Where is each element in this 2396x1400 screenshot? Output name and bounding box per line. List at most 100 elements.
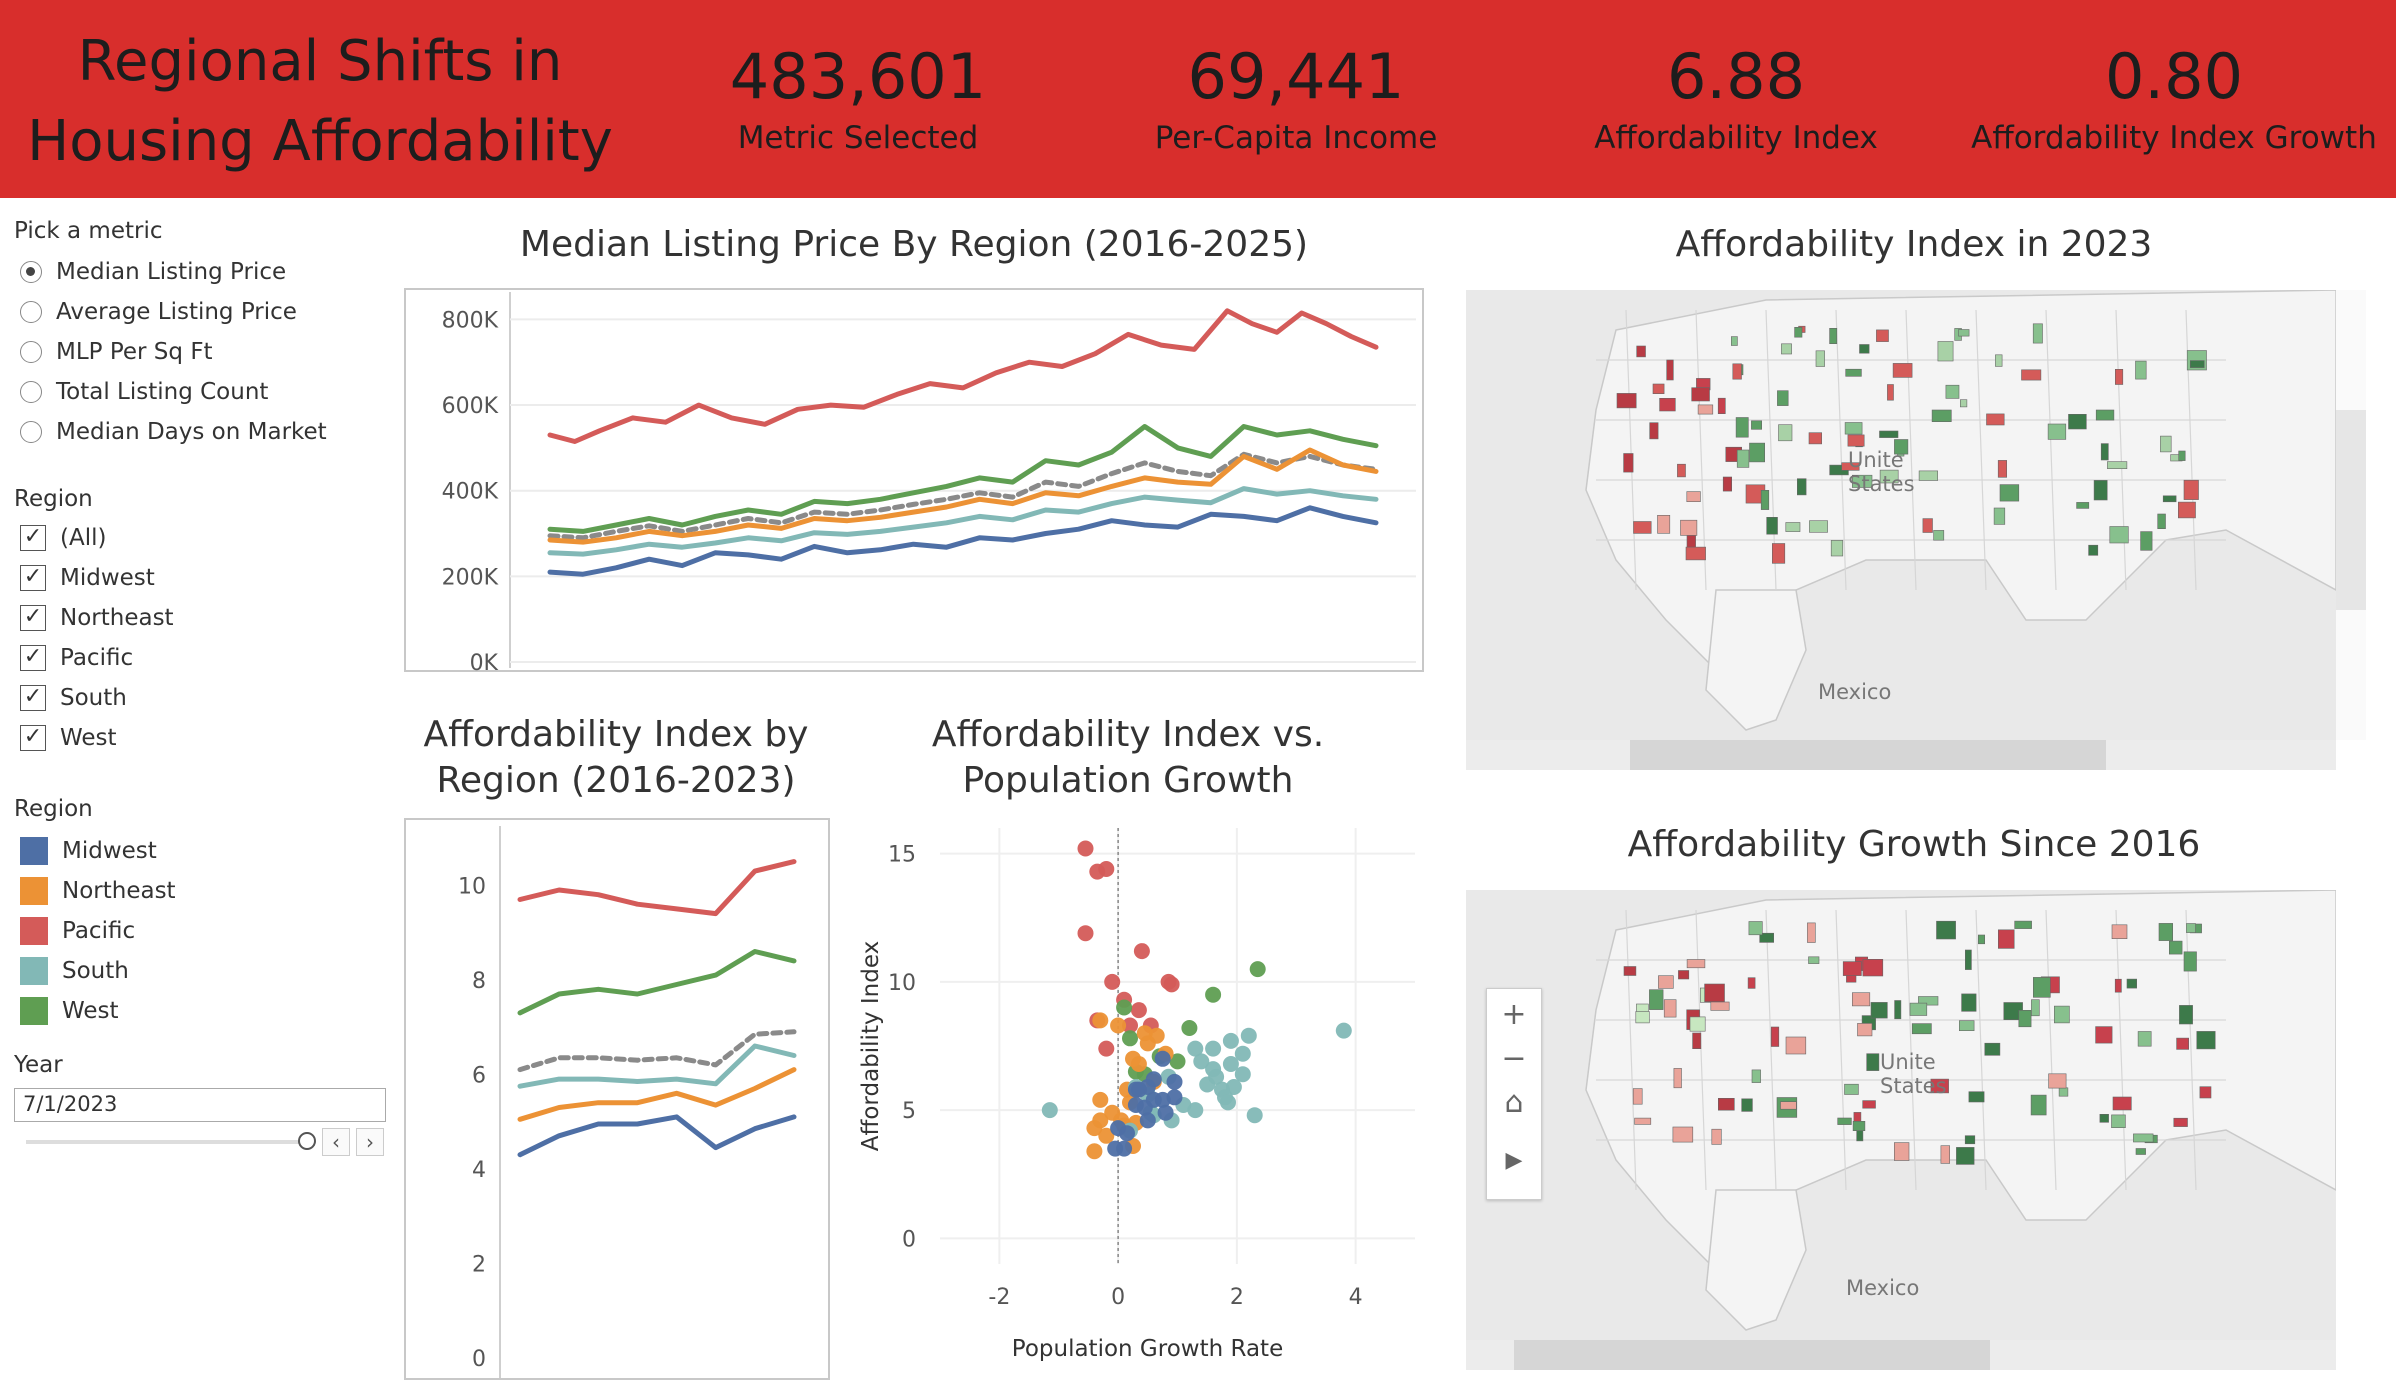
metro-area-shape — [1778, 424, 1793, 442]
legend-item-northeast[interactable]: Northeast — [20, 873, 176, 909]
metro-area-shape — [1780, 1101, 1797, 1110]
legend-heading: Region — [14, 796, 93, 822]
metric-option-median-listing-price[interactable]: Median Listing Price — [20, 254, 286, 290]
region-filter-label: South — [60, 685, 127, 711]
metro-area-shape — [2099, 1114, 2109, 1123]
scatter-point-midwest — [1154, 1050, 1171, 1067]
scatter-point-west — [1249, 961, 1266, 978]
region-filter-midwest[interactable]: ✓ Midwest — [20, 560, 155, 596]
dashboard-title: Regional Shifts in Housing Affordability — [27, 29, 613, 174]
chart-title-affordability-by-region: Affordability Index by Region (2016-2023… — [423, 714, 809, 801]
checkbox-checked-icon[interactable]: ✓ — [20, 645, 46, 671]
radio-icon[interactable] — [20, 381, 42, 403]
checkbox-checked-icon[interactable]: ✓ — [20, 605, 46, 631]
series-line-west — [547, 424, 1379, 534]
y-tick-label: 0 — [902, 1227, 916, 1252]
play-icon[interactable]: ▶ — [1505, 1148, 1523, 1173]
metro-area-shape — [1956, 1147, 1975, 1165]
legend-swatch — [20, 957, 48, 985]
checkbox-checked-icon[interactable]: ✓ — [20, 725, 46, 751]
zoom-out-button[interactable]: − — [1501, 1041, 1527, 1076]
metro-area-shape — [1748, 921, 1763, 936]
year-slider-handle[interactable] — [298, 1132, 316, 1150]
radio-icon[interactable] — [20, 301, 42, 323]
legend-item-pacific[interactable]: Pacific — [20, 913, 135, 949]
region-filter-heading: Region — [14, 486, 93, 512]
x-axis-label: Population Growth Rate — [1012, 1336, 1283, 1362]
metro-area-shape — [2111, 1114, 2126, 1128]
metric-option-mlp-per-sq-ft[interactable]: MLP Per Sq Ft — [20, 334, 213, 370]
series-line-pacific — [517, 859, 797, 917]
y-tick-label: 800K — [442, 308, 499, 333]
affordability-growth-map[interactable]: Unite States Mexico — [1466, 890, 2336, 1340]
region-filter-south[interactable]: ✓ South — [20, 680, 127, 716]
metric-option-average-listing-price[interactable]: Average Listing Price — [20, 294, 297, 330]
region-filter-west[interactable]: ✓ West — [20, 720, 117, 756]
metro-area-shape — [1851, 474, 1873, 488]
metro-area-shape — [1993, 507, 2006, 525]
checkbox-checked-icon[interactable]: ✓ — [20, 565, 46, 591]
checkbox-checked-icon[interactable]: ✓ — [20, 685, 46, 711]
state-border — [2045, 309, 2057, 591]
home-icon[interactable]: ⌂ — [1504, 1085, 1524, 1120]
year-input[interactable]: 7/1/2023 — [14, 1088, 386, 1122]
zoom-in-button[interactable]: + — [1501, 997, 1527, 1032]
metro-area-shape — [1940, 1145, 1950, 1164]
metro-area-shape — [2199, 1086, 2212, 1099]
scatter-point-west — [1116, 999, 1133, 1016]
y-tick-label: 10 — [458, 874, 486, 899]
metro-area-shape — [1636, 345, 1646, 358]
metric-option-total-listing-count[interactable]: Total Listing Count — [20, 374, 268, 410]
metro-area-shape — [2168, 940, 2183, 955]
radio-icon[interactable] — [20, 341, 42, 363]
scatter-point-pacific — [1133, 943, 1150, 960]
scrollbar-thumb[interactable] — [2336, 410, 2366, 610]
x-tick-label: 0 — [1111, 1285, 1125, 1310]
year-slider-track[interactable] — [26, 1140, 306, 1144]
checkbox-checked-icon[interactable]: ✓ — [20, 525, 46, 551]
metro-area-shape — [1634, 1117, 1652, 1125]
metro-area-shape — [1830, 540, 1844, 557]
region-filter-pacific[interactable]: ✓ Pacific — [20, 640, 133, 676]
metro-area-shape — [1633, 521, 1652, 534]
map1-vertical-scrollbar[interactable] — [2336, 290, 2366, 740]
year-prev-button[interactable]: ‹ — [322, 1128, 350, 1156]
radio-icon[interactable] — [20, 421, 42, 443]
metro-area-shape — [1844, 1083, 1859, 1095]
metro-area-shape — [1845, 368, 1862, 377]
metric-option-median-days-on-market[interactable]: Median Days on Market — [20, 414, 327, 450]
metro-area-shape — [2053, 1005, 2070, 1024]
legend-item-south[interactable]: South — [20, 953, 129, 989]
metro-area-shape — [1697, 404, 1714, 415]
metro-area-shape — [1999, 484, 2020, 502]
affordability-vs-population-scatter: -2 0 2 4 0 5 10 15 Population Growth Rate Afforda… — [858, 828, 1415, 1362]
metro-area-shape — [1666, 359, 1674, 381]
legend-item-midwest[interactable]: Midwest — [20, 833, 157, 869]
scrollbar-thumb[interactable] — [1630, 740, 2106, 770]
region-filter-northeast[interactable]: ✓ Northeast — [20, 600, 174, 636]
state-border — [2045, 909, 2057, 1191]
affordability-map-2023[interactable]: Unite States Mexico — [1466, 290, 2336, 740]
metro-area-shape — [1847, 434, 1865, 447]
metro-area-shape — [1785, 1036, 1807, 1055]
metro-area-shape — [1751, 1069, 1761, 1083]
series-line-midwest — [517, 1114, 797, 1158]
map-canvas[interactable] — [1466, 290, 2336, 740]
scrollbar-thumb[interactable] — [1514, 1340, 1990, 1370]
radio-selected-icon[interactable] — [20, 261, 42, 283]
metro-area-shape — [2186, 923, 2196, 933]
legend-item-west[interactable]: West — [20, 993, 119, 1029]
map-canvas[interactable] — [1466, 890, 2336, 1340]
map2-horizontal-scrollbar[interactable] — [1466, 1340, 2336, 1370]
region-filter-all[interactable]: ✓ (All) — [20, 520, 106, 556]
metro-area-shape — [1866, 1053, 1880, 1071]
series-line-all — [517, 1029, 797, 1073]
year-next-button[interactable]: › — [356, 1128, 384, 1156]
metro-area-shape — [1794, 326, 1803, 338]
metro-area-shape — [1735, 417, 1749, 438]
kpi-label: Affordability Index — [1594, 120, 1878, 156]
map1-horizontal-scrollbar[interactable] — [1466, 740, 2336, 770]
scatter-point-midwest — [1139, 1112, 1156, 1129]
scatter-point-midwest — [1136, 1099, 1153, 1116]
metro-area-shape — [1732, 363, 1742, 380]
